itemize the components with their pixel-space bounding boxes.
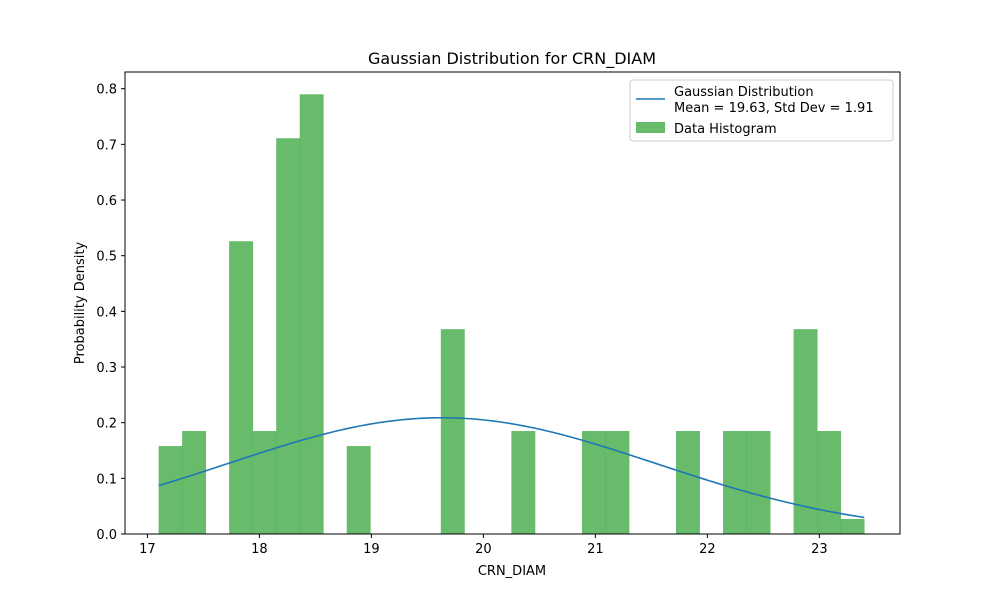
y-tick-label: 0.0 xyxy=(96,528,117,543)
histogram-bar xyxy=(676,431,700,534)
y-tick-label: 0.7 xyxy=(96,138,117,153)
x-tick-label: 20 xyxy=(475,542,492,557)
histogram-bar xyxy=(276,138,301,534)
x-axis-ticks: 17 18 19 20 21 22 23 xyxy=(139,534,828,557)
histogram-bars xyxy=(158,94,865,534)
y-axis-ticks: 0.0 0.1 0.2 0.3 0.4 0.5 0.6 0.7 0.8 xyxy=(96,83,125,543)
x-tick-label: 21 xyxy=(587,542,604,557)
legend-hist-swatch xyxy=(636,122,665,133)
x-tick-label: 17 xyxy=(139,542,156,557)
histogram-bar xyxy=(182,431,207,534)
y-tick-label: 0.4 xyxy=(96,305,117,320)
gaussian-curve xyxy=(158,416,865,519)
legend-box xyxy=(629,79,894,142)
x-tick-label: 22 xyxy=(699,542,716,557)
legend-hist-label: Data Histogram xyxy=(674,122,777,137)
histogram-bar xyxy=(817,431,842,534)
histogram-bar xyxy=(252,431,277,534)
histogram-bar xyxy=(229,241,254,534)
x-tick-label: 18 xyxy=(251,542,268,557)
chart-title: Gaussian Distribution for CRN_DIAM xyxy=(368,49,656,69)
x-tick-label: 23 xyxy=(811,542,828,557)
y-tick-label: 0.2 xyxy=(96,417,117,432)
y-tick-label: 0.8 xyxy=(96,83,117,98)
x-tick-label: 19 xyxy=(363,542,380,557)
histogram-bar xyxy=(840,518,865,534)
y-tick-label: 0.3 xyxy=(96,361,117,376)
histogram-bar xyxy=(746,431,771,534)
histogram-bar xyxy=(511,431,536,534)
histogram-bar xyxy=(440,329,465,534)
histogram-bar xyxy=(299,94,324,534)
y-tick-label: 0.6 xyxy=(96,194,117,209)
histogram-bar xyxy=(723,431,747,534)
histogram-bar xyxy=(158,446,183,534)
y-tick-label: 0.5 xyxy=(96,250,117,265)
x-axis-label: CRN_DIAM xyxy=(478,564,546,579)
legend: Gaussian Distribution Mean = 19.63, Std … xyxy=(629,79,894,142)
histogram-bar xyxy=(581,431,606,534)
histogram-bar xyxy=(346,446,371,534)
legend-line-label-stats: Mean = 19.63, Std Dev = 1.91 xyxy=(674,101,874,116)
histogram-bar xyxy=(793,329,818,534)
legend-line-label: Gaussian Distribution xyxy=(674,85,814,100)
y-tick-label: 0.1 xyxy=(96,472,117,487)
histogram-bar xyxy=(605,431,630,534)
plot-frame xyxy=(124,71,901,535)
y-axis-label: Probability Density xyxy=(73,242,88,365)
